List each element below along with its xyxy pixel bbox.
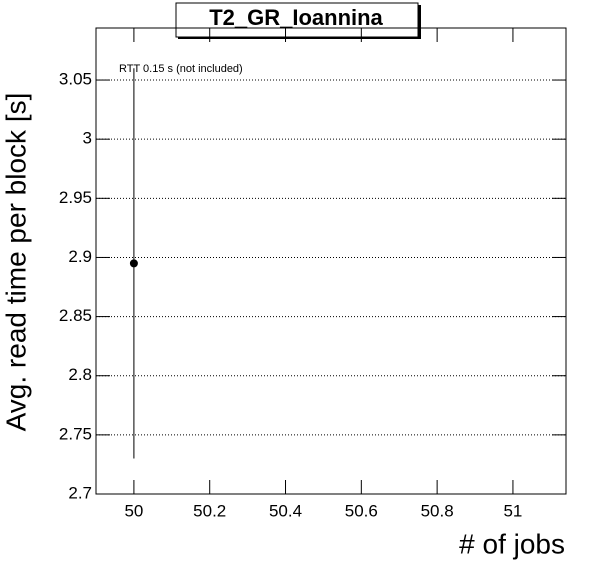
title-shadow — [418, 5, 421, 39]
point — [129, 259, 138, 268]
y-tick-label: 2.8 — [68, 365, 92, 384]
x-tick-label: 50 — [124, 501, 143, 520]
x-axis-label: # of jobs — [459, 528, 565, 559]
y-tick-label: 2.9 — [68, 247, 92, 266]
y-tick-label: 2.7 — [68, 483, 92, 502]
y-tick-label: 2.75 — [59, 424, 92, 443]
y-tick-label: 3.05 — [59, 70, 92, 89]
y-tick-label: 2.85 — [59, 306, 92, 325]
y-tick-label: 3 — [83, 129, 92, 148]
x-tick-label: 50.2 — [193, 501, 226, 520]
chart-title: T2_GR_Ioannina — [209, 5, 383, 30]
x-tick-label: 50.8 — [421, 501, 454, 520]
title-shadow — [178, 37, 421, 39]
annotation: RTT 0.15 s (not included) — [119, 63, 243, 75]
x-tick-label: 50.6 — [345, 501, 378, 520]
title-box — [175, 2, 419, 38]
x-tick-label: 51 — [503, 501, 522, 520]
y-tick-label: 2.95 — [59, 188, 92, 207]
plot-frame — [95, 27, 567, 495]
x-tick-label: 50.4 — [269, 501, 302, 520]
y-axis-label: Avg. read time per block [s] — [0, 93, 31, 432]
